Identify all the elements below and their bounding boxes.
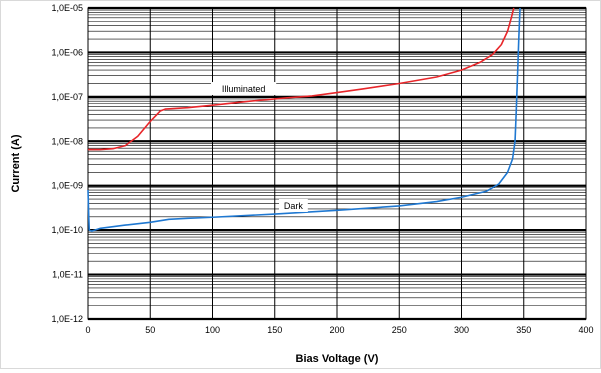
x-tick-label: 350 (516, 325, 531, 335)
x-tick-label: 0 (85, 325, 90, 335)
series-label-dark: Dark (284, 201, 304, 211)
x-tick-label: 300 (454, 325, 469, 335)
y-tick-label: 1,0E-11 (52, 270, 83, 280)
y-tick-label: 1,0E-06 (51, 47, 83, 57)
x-tick-label: 150 (267, 325, 282, 335)
plot-area-border (87, 7, 587, 320)
series-label-bg (211, 82, 277, 96)
y-tick-label: 1,0E-08 (51, 136, 83, 146)
y-tick-labels: 1,0E-12 1,0E-11 1,0E-10 1,0E-09 1,0E-08 1,0E-… (51, 3, 83, 324)
series-label-bg (279, 198, 308, 212)
series-line-illuminated (88, 7, 515, 151)
series-labels: Illuminated Dark (211, 82, 308, 212)
x-tick-labels: 0 50 100 150 200 250 300 350 400 (85, 325, 593, 335)
y-tick-label: 1,0E-12 (51, 314, 83, 324)
x-tick-label: 200 (329, 325, 344, 335)
x-tick-label: 250 (392, 325, 407, 335)
y-tick-label: 1,0E-09 (51, 181, 83, 191)
y-tick-label: 1,0E-07 (51, 92, 83, 102)
y-tick-label: 1,0E-10 (51, 225, 83, 235)
series-line-dark (87, 7, 521, 232)
x-tick-label: 100 (205, 325, 220, 335)
series-lines (87, 7, 521, 232)
x-tick-label: 50 (145, 325, 155, 335)
x-axis-title: Bias Voltage (V) (296, 353, 379, 365)
y-tick-label: 1,0E-05 (51, 3, 83, 13)
series-label-illuminated: Illuminated (222, 84, 266, 94)
x-tick-label: 400 (578, 325, 593, 335)
y-axis-title: Current (A) (10, 134, 22, 192)
